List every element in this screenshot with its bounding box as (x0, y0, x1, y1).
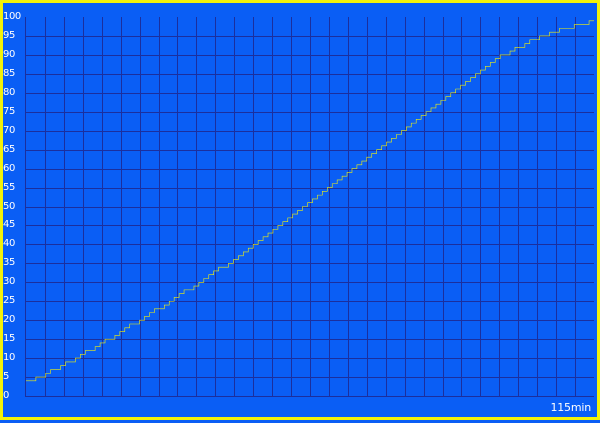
grid-line-vertical (329, 17, 330, 396)
y-tick-label: 45 (3, 219, 15, 230)
grid-line-vertical (64, 17, 65, 396)
grid-layer (26, 17, 594, 396)
grid-line-vertical (386, 17, 387, 396)
grid-line-vertical (537, 17, 538, 396)
grid-line-vertical (556, 17, 557, 396)
grid-line-vertical (291, 17, 292, 396)
grid-line-vertical (348, 17, 349, 396)
grid-line-vertical (253, 17, 254, 396)
grid-line-vertical (234, 17, 235, 396)
y-tick-label: 70 (3, 125, 15, 136)
plot-area (25, 17, 594, 397)
y-tick-label: 55 (3, 182, 15, 193)
grid-line-vertical (480, 17, 481, 396)
y-tick-label: 30 (3, 276, 15, 287)
y-tick-label: 80 (3, 87, 15, 98)
grid-line-vertical (499, 17, 500, 396)
y-tick-label: 100 (3, 11, 21, 22)
y-tick-label: 5 (3, 371, 9, 382)
grid-line-vertical (196, 17, 197, 396)
grid-line-vertical (45, 17, 46, 396)
y-tick-label: 95 (3, 30, 15, 41)
grid-line-vertical (310, 17, 311, 396)
grid-line-vertical (177, 17, 178, 396)
grid-line-vertical (102, 17, 103, 396)
grid-line-vertical (272, 17, 273, 396)
grid-line-vertical (575, 17, 576, 396)
grid-line-vertical (443, 17, 444, 396)
y-tick-label: 25 (3, 295, 15, 306)
grid-line-vertical (367, 17, 368, 396)
y-tick-label: 0 (3, 390, 9, 401)
y-tick-label: 35 (3, 257, 15, 268)
x-axis-end-label: 115min (550, 401, 591, 414)
charge-curve-svg (26, 17, 594, 396)
grid-line-vertical (140, 17, 141, 396)
y-tick-label: 40 (3, 238, 15, 249)
grid-line-vertical (461, 17, 462, 396)
grid-line-vertical (159, 17, 160, 396)
grid-line-vertical (121, 17, 122, 396)
y-tick-label: 90 (3, 49, 15, 60)
grid-line-vertical (215, 17, 216, 396)
y-tick-label: 15 (3, 333, 15, 344)
grid-line-vertical (424, 17, 425, 396)
series-layer (26, 17, 594, 396)
y-tick-label: 60 (3, 163, 15, 174)
y-tick-label: 20 (3, 314, 15, 325)
grid-line-vertical (518, 17, 519, 396)
grid-line-vertical (83, 17, 84, 396)
y-tick-label: 85 (3, 68, 15, 79)
grid-line-vertical (405, 17, 406, 396)
y-tick-label: 50 (3, 201, 15, 212)
y-tick-label: 10 (3, 352, 15, 363)
y-tick-label: 65 (3, 144, 15, 155)
y-axis: 100 95 90 85 80 75 70 65 60 55 50 45 40 35 30 25 20 15 10 5… (3, 3, 25, 423)
y-tick-label: 75 (3, 106, 15, 117)
charge-curve-line (26, 21, 594, 381)
